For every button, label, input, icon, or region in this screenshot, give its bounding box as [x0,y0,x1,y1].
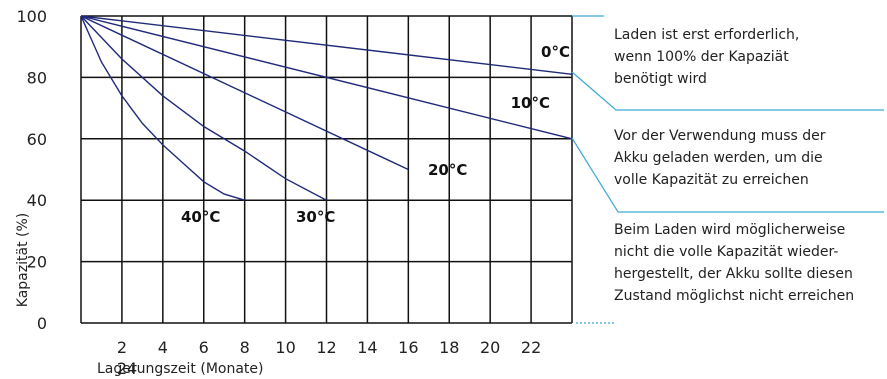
series-label-3: 30°C [296,208,335,226]
y-tick-label-0: 0 [37,314,47,333]
connector-1 [571,71,884,111]
x-axis-label: Lagerungszeit (Monate) [97,361,263,377]
chart-series-labels: 0°C 10°C 20°C 30°C 40°C [181,43,570,226]
x-tick-label-4: 4 [158,338,168,357]
annotation-0-line-0: Laden ist erst erforderlich, [614,27,799,43]
series-label-1: 10°C [511,94,550,112]
annotation-2-line-2: hergestellt, der Akku sollte diesen [614,266,853,282]
series-line-1 [80,15,573,140]
x-tick-label-16: 16 [398,338,418,357]
x-tick-label-20: 20 [480,338,500,357]
annotation-0-line-2: benötigt wird [614,71,707,87]
series-label-2: 20°C [428,161,467,179]
chart-series [80,15,573,201]
y-tick-label-40: 40 [27,191,47,210]
x-tick-label-18: 18 [439,338,459,357]
annotation-0-line-1: wenn 100% der Kapaziät [614,49,789,65]
chart-grid [80,15,573,324]
series-line-2 [80,15,409,171]
x-tick-label-14: 14 [357,338,377,357]
annotation-2: Beim Laden wird möglicherweise nicht die … [614,222,854,304]
y-tick-label-100: 100 [16,7,47,26]
annotation-1: Vor der Verwendung muss der Akku geladen … [614,128,826,188]
x-tick-label-extra: 24 [117,359,137,378]
annotation-2-line-0: Beim Laden wird möglicherweise [614,222,845,238]
annotation-0: Laden ist erst erforderlich, wenn 100% de… [614,27,799,87]
x-tick-label-22: 22 [521,338,541,357]
y-tick-label-60: 60 [27,130,47,149]
annotation-notes: Laden ist erst erforderlich, wenn 100% de… [614,27,854,304]
y-tick-label-80: 80 [27,68,47,87]
x-tick-label-2: 2 [117,338,127,357]
x-tick-label-8: 8 [240,338,250,357]
series-label-4: 40°C [181,208,220,226]
x-tick-label-12: 12 [316,338,336,357]
annotation-1-line-1: Akku geladen werden, um die [614,150,823,166]
series-label-0: 0°C [541,43,570,61]
series-line-0 [80,15,573,75]
series-line-4 [80,15,245,201]
x-tick-label-6: 6 [199,338,209,357]
annotation-1-line-0: Vor der Verwendung muss der [614,128,826,144]
annotation-1-line-2: volle Kapazität zu erreichen [614,172,809,188]
series-line-3 [80,15,327,201]
y-tick-label-20: 20 [27,253,47,272]
x-tick-label-10: 10 [275,338,295,357]
connector-2 [571,137,884,213]
y-axis-label: Kapazität (%) [15,213,31,307]
annotation-2-line-3: Zustand möglichst nicht erreichen [614,288,854,304]
annotation-2-line-1: nicht die volle Kapazität wieder- [614,244,838,260]
annotation-connectors [571,15,884,324]
